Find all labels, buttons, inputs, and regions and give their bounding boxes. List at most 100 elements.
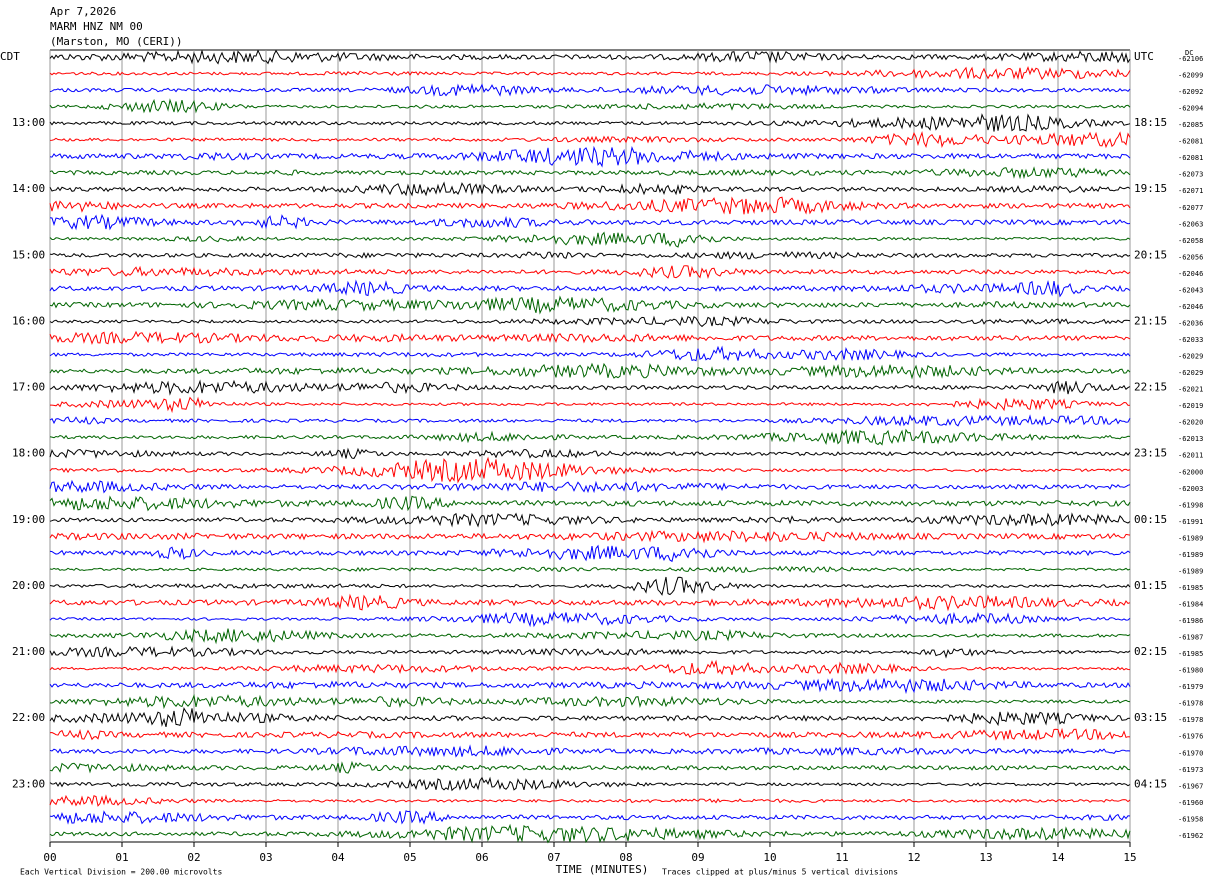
- x-tick-label: 13: [979, 851, 992, 864]
- utc-label: 20:15: [1134, 248, 1167, 261]
- trace: [49, 196, 1131, 215]
- cdt-label: 13:00: [12, 116, 45, 129]
- trace: [49, 181, 1131, 197]
- trace: [49, 345, 1131, 362]
- trace: [49, 794, 1131, 807]
- trace: [49, 529, 1131, 544]
- x-tick-label: 15: [1123, 851, 1136, 864]
- cdt-label: 17:00: [12, 381, 45, 394]
- utc-label: 00:15: [1134, 513, 1167, 526]
- dc-offset: -62043: [1178, 286, 1203, 294]
- x-tick-label: 00: [43, 851, 56, 864]
- trace: [49, 693, 1131, 710]
- dc-offset: -61976: [1178, 733, 1203, 741]
- utc-label: 02:15: [1134, 645, 1167, 658]
- utc-label: 21:15: [1134, 314, 1167, 327]
- dc-offset: -62046: [1178, 270, 1203, 278]
- cdt-label: 19:00: [12, 513, 45, 526]
- trace: [49, 82, 1131, 97]
- dc-offset: -61985: [1178, 650, 1203, 658]
- x-tick-label: 08: [619, 851, 632, 864]
- trace: [49, 295, 1131, 315]
- utc-label: 23:15: [1134, 447, 1167, 460]
- trace: [49, 776, 1131, 792]
- trace: [49, 659, 1131, 676]
- dc-offset: -61978: [1178, 716, 1203, 724]
- trace: [49, 707, 1131, 728]
- dc-offset: -61979: [1178, 683, 1203, 691]
- cdt-label: 15:00: [12, 248, 45, 261]
- trace: [49, 727, 1131, 741]
- utc-label: 01:15: [1134, 579, 1167, 592]
- utc-label: UTC: [1134, 50, 1154, 63]
- utc-label: 04:15: [1134, 777, 1167, 790]
- dc-offset: -62019: [1178, 402, 1203, 410]
- trace: [49, 49, 1131, 65]
- dc-offset: -61986: [1178, 617, 1203, 625]
- trace: [49, 315, 1131, 328]
- trace: [49, 131, 1131, 149]
- x-tick-label: 01: [115, 851, 128, 864]
- title-line: (Marston, MO (CERI)): [50, 35, 182, 48]
- dc-offset: -62029: [1178, 353, 1203, 361]
- trace: [49, 414, 1131, 427]
- dc-offset: -61984: [1178, 600, 1203, 608]
- dc-offset: -61998: [1178, 501, 1203, 509]
- x-tick-label: 11: [835, 851, 848, 864]
- trace: [50, 396, 1131, 414]
- trace: [49, 479, 1131, 494]
- x-tick-label: 06: [475, 851, 488, 864]
- x-tick-label: 04: [331, 851, 345, 864]
- trace: [49, 231, 1131, 248]
- trace: [49, 512, 1131, 528]
- trace: [49, 447, 1131, 459]
- trace: [49, 113, 1131, 132]
- x-tick-label: 02: [187, 851, 200, 864]
- trace: [49, 166, 1131, 180]
- trace: [49, 213, 1131, 231]
- trace: [49, 495, 1131, 512]
- trace: [49, 362, 1131, 380]
- dc-offset: -62081: [1178, 138, 1203, 146]
- dc-offset: -61978: [1178, 700, 1203, 708]
- dc-offset: -62003: [1178, 485, 1203, 493]
- trace: [49, 250, 1131, 260]
- trace: [49, 66, 1131, 80]
- trace: [49, 279, 1131, 298]
- trace: [49, 98, 1131, 114]
- cdt-label: 18:00: [12, 447, 45, 460]
- trace: [49, 330, 1131, 346]
- dc-offset: -62036: [1178, 319, 1203, 327]
- title-line: Apr 7,2026: [50, 5, 116, 18]
- dc-offset: -61985: [1178, 584, 1203, 592]
- dc-offset: -62029: [1178, 369, 1203, 377]
- cdt-label: 14:00: [12, 182, 45, 195]
- x-tick-label: 10: [763, 851, 776, 864]
- dc-offset: -62011: [1178, 452, 1203, 460]
- dc-offset: -61987: [1178, 634, 1203, 642]
- scale-note: Each Vertical Division = 200.00 microvol…: [20, 868, 222, 877]
- trace: [49, 565, 1131, 573]
- dc-offset: -61973: [1178, 766, 1203, 774]
- trace: [49, 760, 1131, 774]
- dc-label: DC: [1185, 49, 1193, 57]
- trace: [49, 810, 1131, 825]
- dc-offset: -61958: [1178, 815, 1203, 823]
- dc-offset: -62081: [1178, 154, 1203, 162]
- dc-offset: -62063: [1178, 220, 1203, 228]
- trace: [49, 544, 1131, 563]
- dc-offset: -62046: [1178, 303, 1203, 311]
- trace: [49, 744, 1131, 758]
- dc-offset: -61970: [1178, 749, 1203, 757]
- utc-label: 19:15: [1134, 182, 1167, 195]
- dc-offset: -61989: [1178, 534, 1203, 542]
- trace: [49, 145, 1131, 168]
- trace: [49, 428, 1131, 446]
- dc-offset: -62085: [1178, 121, 1203, 129]
- x-tick-label: 12: [907, 851, 920, 864]
- x-axis-label: TIME (MINUTES): [556, 863, 649, 876]
- trace: [49, 379, 1131, 396]
- dc-offset: -61967: [1178, 782, 1203, 790]
